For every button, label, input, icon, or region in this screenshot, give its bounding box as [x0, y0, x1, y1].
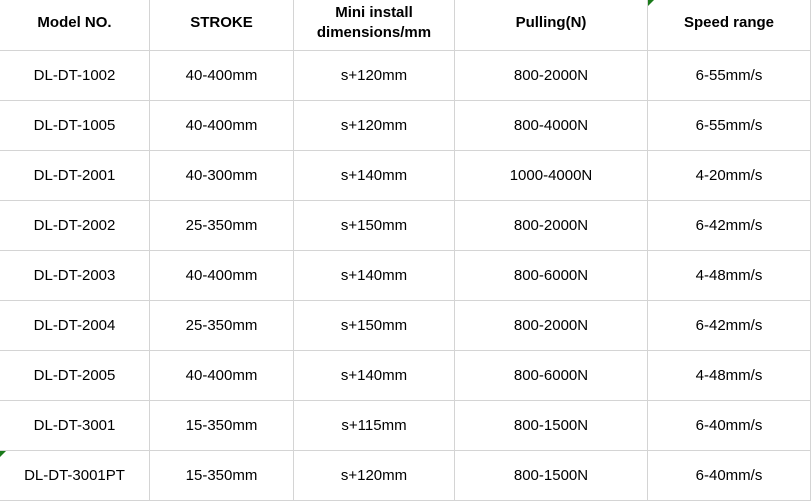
cell-install-dimensions[interactable]: s+120mm	[293, 450, 455, 501]
cell-stroke[interactable]: 15-350mm	[149, 450, 294, 501]
cell-stroke[interactable]: 40-400mm	[149, 50, 294, 101]
cell-text: DL-DT-3001PT	[24, 467, 125, 484]
cell-model[interactable]: DL-DT-3001PT	[0, 450, 150, 501]
cell-speed-range[interactable]: 4-48mm/s	[647, 350, 811, 401]
cell-stroke[interactable]: 40-400mm	[149, 250, 294, 301]
cell-model[interactable]: DL-DT-2002	[0, 200, 150, 251]
cell-stroke[interactable]: 40-300mm	[149, 150, 294, 201]
header-row: Model NO. STROKE Mini install dimensions/m…	[0, 0, 811, 51]
table-row: DL-DT-2001 40-300mm s+140mm 1000-4000N 4-20m…	[0, 150, 811, 201]
header-stroke[interactable]: STROKE	[149, 0, 294, 51]
cell-speed-range[interactable]: 4-48mm/s	[647, 250, 811, 301]
cell-model[interactable]: DL-DT-2004	[0, 300, 150, 351]
cell-install-dimensions[interactable]: s+150mm	[293, 200, 455, 251]
cell-pulling[interactable]: 800-6000N	[454, 250, 648, 301]
cell-speed-range[interactable]: 6-42mm/s	[647, 300, 811, 351]
table-row: DL-DT-3001PT 15-350mm s+120mm 800-1500N 6-40…	[0, 450, 811, 501]
header-text: Speed range	[683, 14, 775, 31]
table-row: DL-DT-1002 40-400mm s+120mm 800-2000N 6-55mm…	[0, 50, 811, 101]
cell-pulling[interactable]: 800-1500N	[454, 400, 648, 451]
cell-pulling[interactable]: 800-4000N	[454, 100, 648, 151]
cell-model[interactable]: DL-DT-2005	[0, 350, 150, 401]
cell-speed-range[interactable]: 6-40mm/s	[647, 400, 811, 451]
table-row: DL-DT-2003 40-400mm s+140mm 800-6000N 4-48mm…	[0, 250, 811, 301]
cell-install-dimensions[interactable]: s+120mm	[293, 50, 455, 101]
cell-speed-range[interactable]: 6-55mm/s	[647, 50, 811, 101]
cell-pulling[interactable]: 800-1500N	[454, 450, 648, 501]
table-row: DL-DT-2005 40-400mm s+140mm 800-6000N 4-48mm…	[0, 350, 811, 401]
comment-marker-icon	[0, 451, 6, 457]
cell-speed-range[interactable]: 6-55mm/s	[647, 100, 811, 151]
cell-speed-range[interactable]: 6-40mm/s	[647, 450, 811, 501]
header-install-dimensions[interactable]: Mini install dimensions/mm	[293, 0, 455, 51]
cell-speed-range[interactable]: 4-20mm/s	[647, 150, 811, 201]
cell-pulling[interactable]: 800-2000N	[454, 200, 648, 251]
cell-stroke[interactable]: 40-400mm	[149, 100, 294, 151]
cell-pulling[interactable]: 800-6000N	[454, 350, 648, 401]
cell-install-dimensions[interactable]: s+150mm	[293, 300, 455, 351]
cell-model[interactable]: DL-DT-1005	[0, 100, 150, 151]
header-pulling[interactable]: Pulling(N)	[454, 0, 648, 51]
cell-install-dimensions[interactable]: s+120mm	[293, 100, 455, 151]
cell-install-dimensions[interactable]: s+115mm	[293, 400, 455, 451]
cell-model[interactable]: DL-DT-2001	[0, 150, 150, 201]
cell-stroke[interactable]: 25-350mm	[149, 300, 294, 351]
table-row: DL-DT-3001 15-350mm s+115mm 800-1500N 6-40mm…	[0, 400, 811, 451]
cell-model[interactable]: DL-DT-3001	[0, 400, 150, 451]
header-speed-range[interactable]: Speed range	[647, 0, 811, 51]
cell-install-dimensions[interactable]: s+140mm	[293, 250, 455, 301]
cell-install-dimensions[interactable]: s+140mm	[293, 150, 455, 201]
header-model[interactable]: Model NO.	[0, 0, 150, 51]
cell-stroke[interactable]: 40-400mm	[149, 350, 294, 401]
cell-pulling[interactable]: 1000-4000N	[454, 150, 648, 201]
table-row: DL-DT-2004 25-350mm s+150mm 800-2000N 6-42mm…	[0, 300, 811, 351]
table-row: DL-DT-2002 25-350mm s+150mm 800-2000N 6-42mm…	[0, 200, 811, 251]
cell-speed-range[interactable]: 6-42mm/s	[647, 200, 811, 251]
table-row: DL-DT-1005 40-400mm s+120mm 800-4000N 6-55mm…	[0, 100, 811, 151]
cell-model[interactable]: DL-DT-2003	[0, 250, 150, 301]
cell-stroke[interactable]: 25-350mm	[149, 200, 294, 251]
cell-stroke[interactable]: 15-350mm	[149, 400, 294, 451]
cell-model[interactable]: DL-DT-1002	[0, 50, 150, 101]
comment-marker-icon	[648, 0, 654, 6]
cell-pulling[interactable]: 800-2000N	[454, 300, 648, 351]
cell-pulling[interactable]: 800-2000N	[454, 50, 648, 101]
cell-install-dimensions[interactable]: s+140mm	[293, 350, 455, 401]
